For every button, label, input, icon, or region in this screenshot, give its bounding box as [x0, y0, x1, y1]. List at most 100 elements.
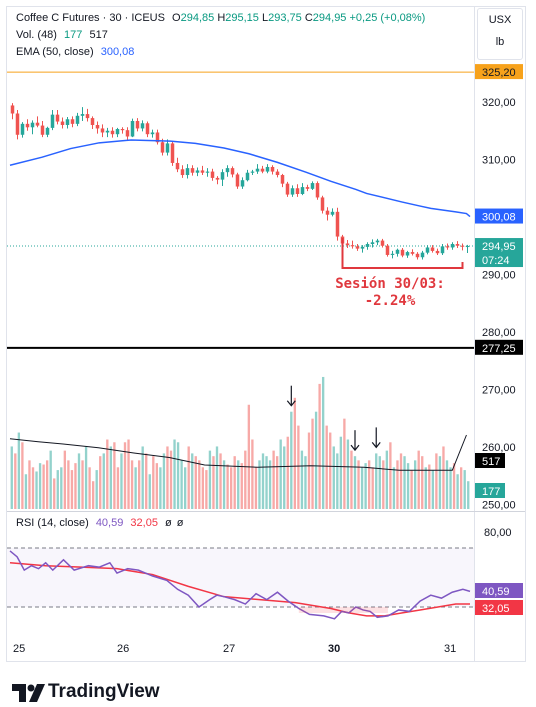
- brand-name[interactable]: TradingView: [48, 681, 160, 702]
- time-tick-label: 30: [328, 643, 340, 655]
- volume-bar: [24, 474, 28, 509]
- volume-bar: [293, 397, 297, 509]
- candle-body: [315, 183, 320, 198]
- volume-bar: [187, 446, 190, 509]
- volume-bar: [332, 446, 335, 509]
- volume-bar: [212, 456, 215, 509]
- price-tick-label: 320,00: [482, 97, 516, 109]
- volume-bar: [438, 456, 442, 509]
- price-tick-label: 270,00: [482, 385, 516, 397]
- rsi-ma-line: [9, 562, 471, 617]
- pane-separator[interactable]: [7, 511, 525, 512]
- candle-body: [390, 253, 395, 255]
- volume-bar: [38, 463, 42, 509]
- volume-bar: [251, 439, 254, 509]
- candle-body: [90, 118, 95, 125]
- candle-body: [415, 253, 420, 258]
- candle-body: [255, 168, 260, 172]
- candle-body: [200, 170, 205, 173]
- volume-bar: [152, 456, 155, 509]
- tradingview-logo-icon[interactable]: [12, 684, 46, 702]
- volume-bar: [106, 439, 109, 509]
- price-label: 07:24: [482, 255, 510, 267]
- rsi-label: RSI (14, close): [16, 517, 89, 529]
- symbol-title: Coffee C Futures · 30 · ICEUS: [16, 12, 165, 24]
- candle-body: [335, 211, 340, 237]
- price-tick-label: 260,00: [482, 442, 516, 454]
- candle-body: [140, 123, 145, 129]
- volume-bar: [56, 470, 59, 509]
- volume-bar: [382, 460, 385, 509]
- candle-body: [435, 250, 440, 254]
- candle-body: [395, 249, 400, 254]
- candle-body: [145, 123, 150, 135]
- volume-bar: [42, 464, 45, 509]
- volume-bar: [467, 481, 470, 509]
- ema-legend[interactable]: EMA (50, close) 300,08: [16, 46, 134, 58]
- volume-bar: [417, 450, 420, 509]
- rsi-legend[interactable]: RSI (14, close) 40,59 32,05 ø ø: [16, 517, 184, 529]
- candle-body: [65, 119, 70, 125]
- arrow-head-1: [350, 444, 360, 452]
- volume-bar: [375, 453, 378, 509]
- rsi-label-bg: [475, 583, 523, 598]
- volume-bar: [81, 460, 84, 509]
- volume-legend[interactable]: Vol. (48) 177 517: [16, 29, 108, 41]
- volume-bar: [215, 446, 219, 509]
- volume-bar: [233, 456, 236, 509]
- volume-bar: [435, 453, 438, 509]
- currency-label: USX: [488, 14, 512, 26]
- rsi-axis-label: 32,05: [482, 603, 510, 615]
- rsi-line: [9, 550, 471, 620]
- volume-bar: [99, 456, 102, 509]
- price-label-bg: [475, 208, 523, 224]
- time-tick-label: 26: [117, 643, 129, 655]
- volume-bar: [208, 450, 212, 509]
- volume-bar: [28, 460, 31, 509]
- currency-unit-selector[interactable]: USX lb: [477, 8, 523, 60]
- price-label: 325,20: [482, 67, 516, 79]
- volume-bar: [70, 470, 74, 509]
- volume-bar: [134, 467, 137, 509]
- candle-body: [160, 142, 165, 153]
- volume-bar: [229, 467, 233, 509]
- volume-bar: [173, 439, 176, 509]
- volume-bar: [169, 450, 173, 509]
- volume-bar: [371, 467, 374, 509]
- volume-bar: [67, 460, 70, 509]
- price-axis-divider: [474, 6, 475, 662]
- volume-bar: [258, 460, 261, 509]
- price-label: 277,25: [482, 343, 516, 355]
- candle-body: [85, 114, 90, 119]
- ohlc-open: 294,85: [180, 12, 215, 24]
- volume-bar: [21, 442, 24, 509]
- rsi-extra-1: ø: [165, 517, 172, 529]
- volume-value-current: 177: [64, 29, 83, 41]
- volume-bar: [180, 460, 183, 509]
- volume-bar: [279, 439, 282, 509]
- volume-bar: [201, 467, 205, 509]
- ema-label: EMA (50, close): [16, 46, 94, 58]
- volume-axis-label: 517: [482, 456, 500, 468]
- rsi-band: [7, 548, 474, 607]
- candle-body: [110, 130, 115, 135]
- volume-bar: [244, 450, 247, 509]
- volume-axis-label: 177: [482, 486, 500, 498]
- volume-bar: [35, 471, 38, 509]
- candle-body: [400, 249, 405, 256]
- candle-body: [385, 245, 390, 255]
- volume-bar: [367, 460, 371, 509]
- symbol-legend[interactable]: Coffee C Futures · 30 · ICEUS O294,85 H2…: [16, 12, 425, 24]
- candle-body: [45, 127, 50, 135]
- candle-body: [365, 244, 370, 247]
- volume-bar: [385, 450, 389, 509]
- candle-body: [445, 246, 450, 248]
- volume-label: Vol. (48): [16, 29, 57, 41]
- candle-body: [280, 175, 285, 184]
- candle-body: [35, 122, 40, 126]
- candle-body: [185, 168, 190, 176]
- candle-body: [230, 168, 235, 175]
- candle-body: [10, 105, 15, 114]
- volume-bar: [314, 411, 318, 509]
